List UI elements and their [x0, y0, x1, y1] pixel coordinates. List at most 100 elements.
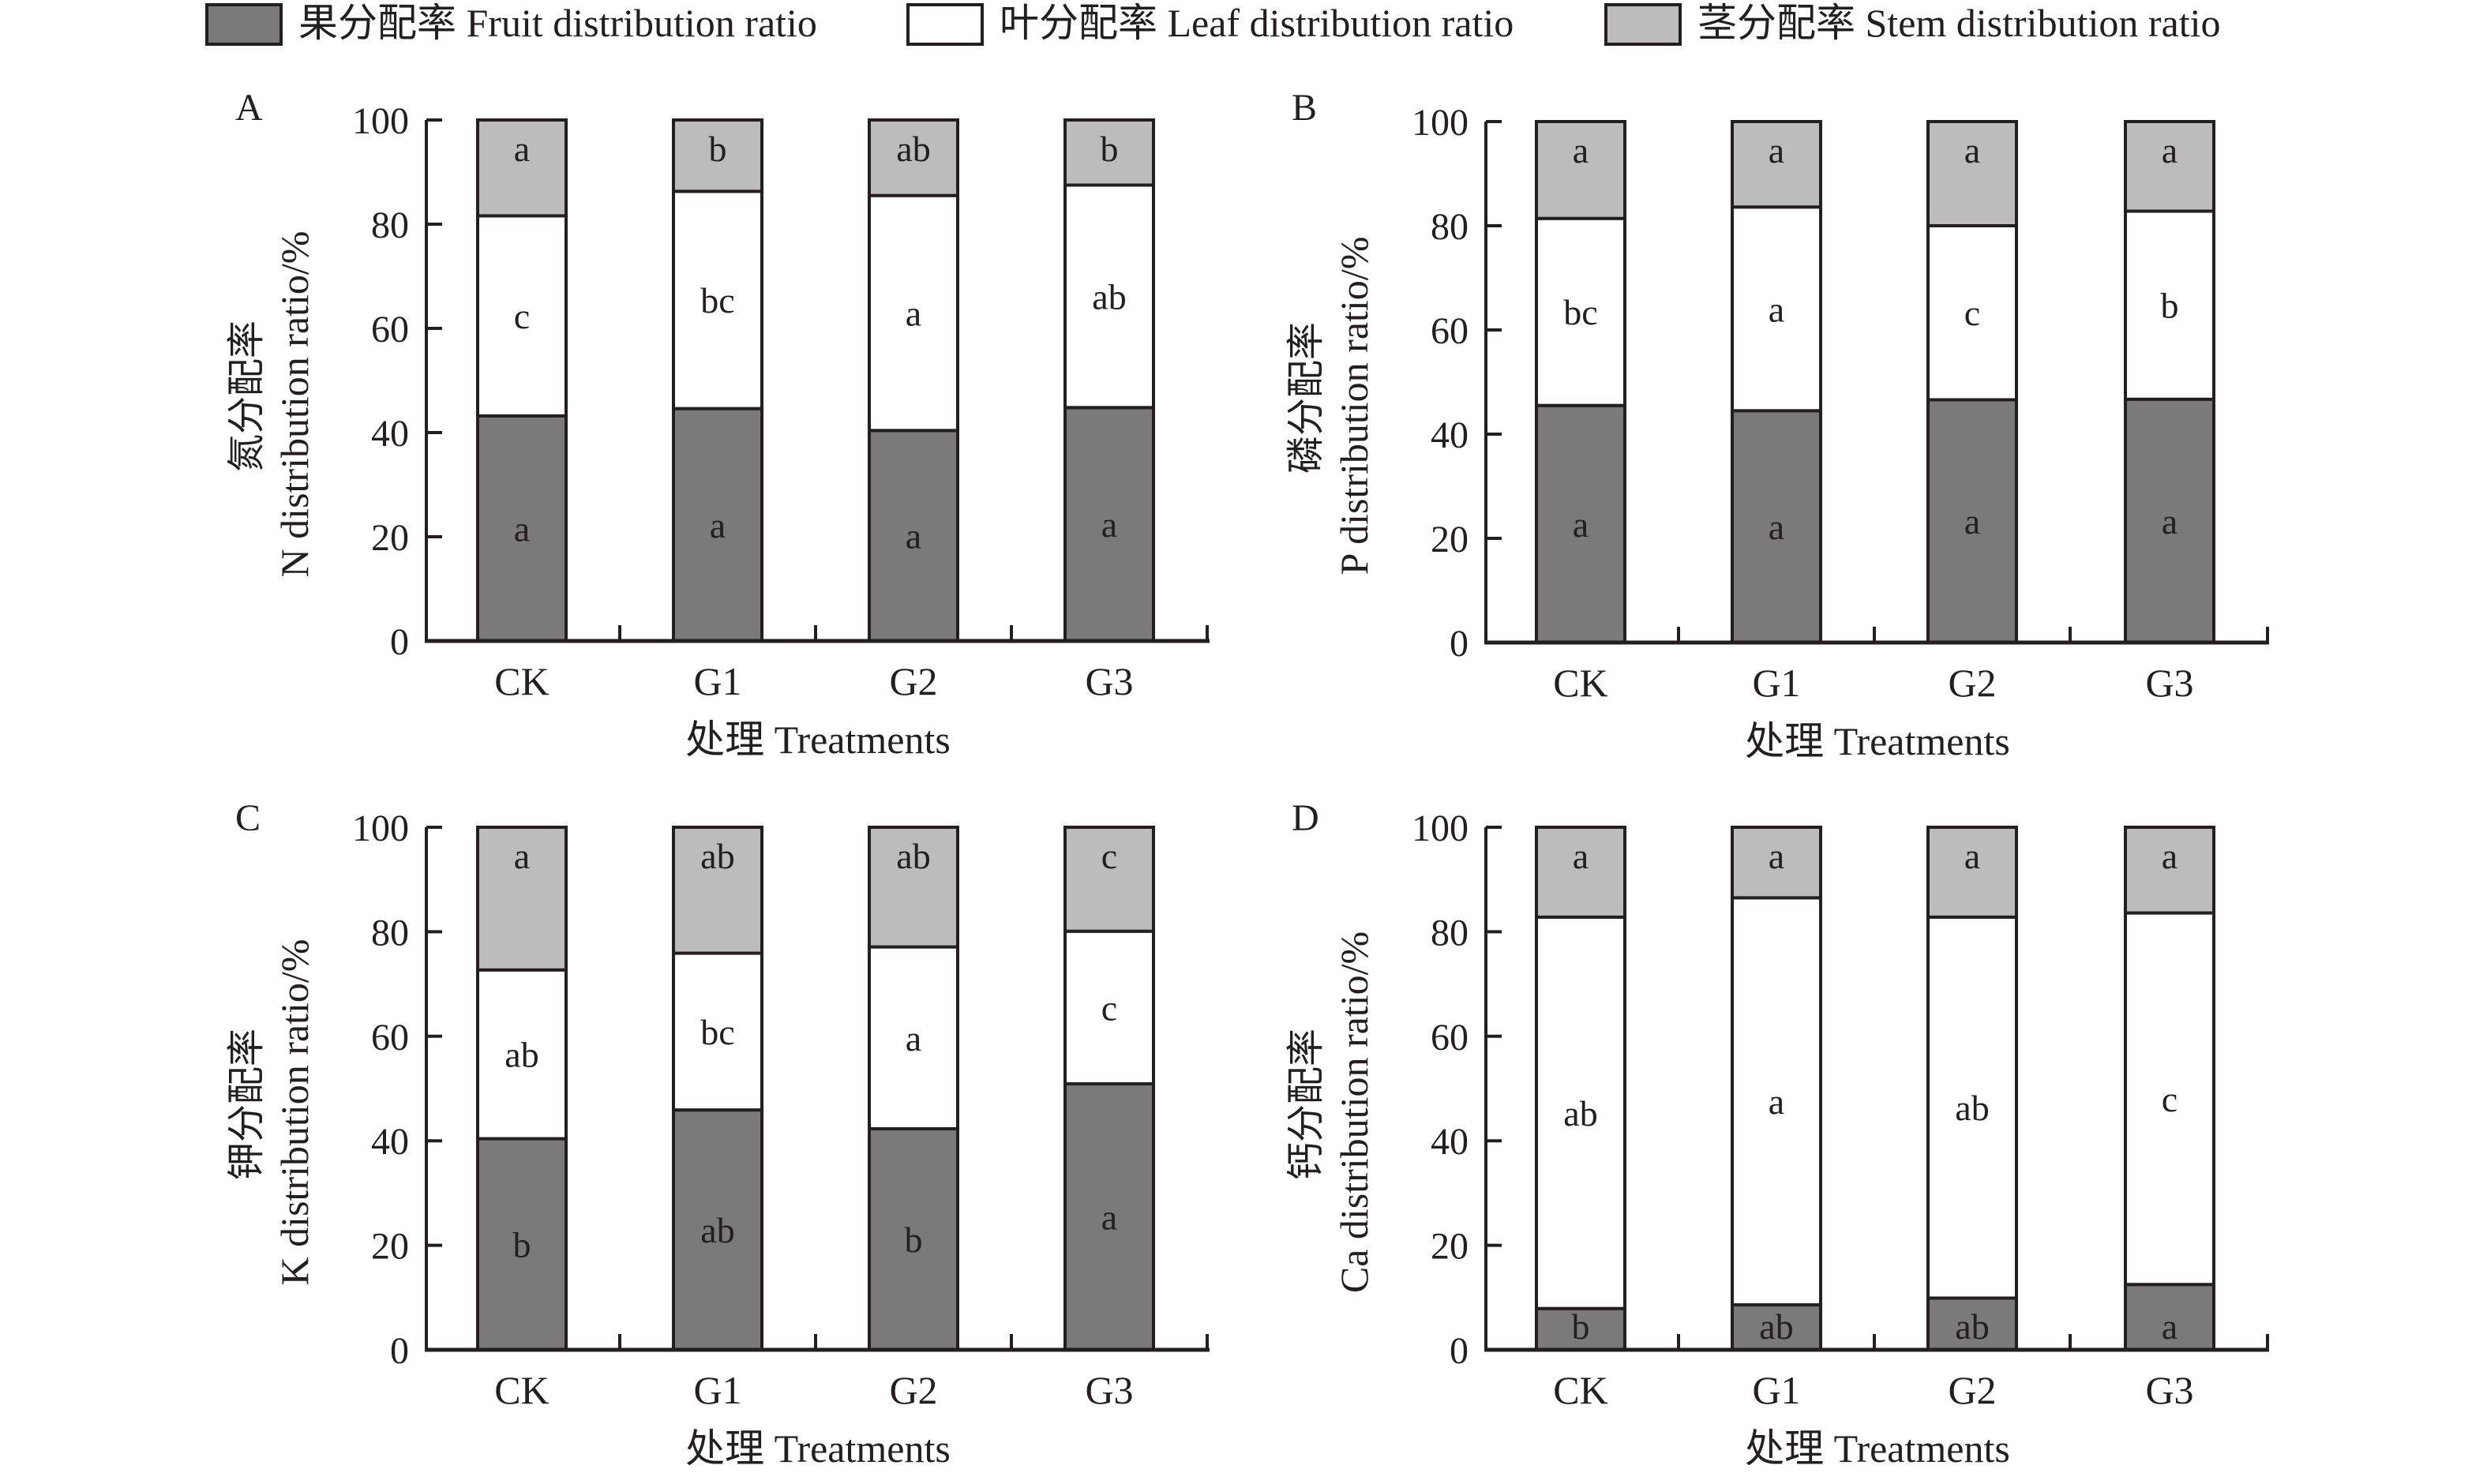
y-tick-label: 40: [371, 1121, 409, 1163]
bar-stack-G1: a a a: [1731, 120, 1822, 644]
significance-letter: a: [1769, 130, 1784, 171]
bar-stack-G1: ab a a: [1731, 826, 1822, 1351]
significance-letter: b: [2161, 286, 2179, 326]
y-tick-label: 0: [1450, 1330, 1469, 1372]
bar-segment-fruit: [476, 414, 568, 643]
bar-segment-stem: [1535, 120, 1626, 220]
legend-label-fruit: 果分配率 Fruit distribution ratio: [298, 1, 817, 45]
significance-letter: a: [514, 508, 530, 549]
significance-letter: ab: [1092, 276, 1126, 317]
significance-letter: c: [1101, 987, 1117, 1028]
bar-stack-G3: a b a: [2124, 120, 2215, 644]
bar-stack-G3: a c c: [1063, 826, 1155, 1351]
x-axis-title: 处理 Treatments: [685, 718, 951, 762]
y-tick-label: 80: [371, 204, 409, 246]
bar-segment-leaf: [2124, 911, 2215, 1287]
bar-segment-fruit: [1926, 398, 2018, 644]
y-tick-label: 40: [1431, 1121, 1469, 1163]
panel-letter: C: [235, 797, 261, 839]
y-tick-label: 0: [390, 621, 409, 663]
bar-segment-leaf: [1063, 183, 1155, 410]
significance-letter: bc: [1563, 292, 1597, 332]
bar-segment-leaf: [1731, 205, 1822, 413]
significance-letter: a: [1964, 836, 1980, 876]
legend-swatch-leaf: [906, 3, 984, 46]
significance-letter: a: [906, 516, 921, 556]
bar-segment-stem: [1926, 826, 2018, 919]
bar-segment-leaf: [868, 945, 959, 1130]
panel-B: Ba bc a a a a a c a a b a 0 20 40 60 80 100 CK G1 G2 G3 处理 Tre…: [1285, 87, 2269, 763]
x-axis-title: 处理 Treatments: [1745, 719, 2010, 763]
significance-letter: a: [906, 1018, 921, 1059]
y-tick-label: 100: [352, 808, 409, 849]
significance-letter: a: [710, 505, 726, 545]
panel-letter: A: [235, 87, 263, 129]
significance-letter: a: [2162, 501, 2178, 542]
y-tick-label: 0: [1450, 623, 1469, 665]
y-axis-title-cn: 钙分配率: [1285, 1029, 1327, 1180]
bar-segment-fruit: [476, 1137, 568, 1351]
y-axis-title-en: N distribution ratio/%: [272, 231, 317, 578]
bar-stack-G2: a c a: [1926, 120, 2018, 644]
legend-label-stem: 茎分配率 Stem distribution ratio: [1697, 1, 2220, 45]
y-axis-title-cn: 磷分配率: [1285, 322, 1327, 474]
bar-segment-leaf: [868, 193, 959, 433]
legend-item-stem: 茎分配率 Stem distribution ratio: [1604, 1, 2220, 46]
y-tick-label: 40: [371, 413, 409, 455]
bar-segment-stem: [868, 826, 959, 949]
bar-segment-stem: [1063, 118, 1155, 187]
bar-segment-leaf: [1926, 915, 2018, 1300]
significance-letter: a: [906, 294, 921, 334]
x-tick-label: G1: [1752, 1368, 1800, 1412]
legend-swatch-fruit: [205, 3, 283, 46]
bar-segment-fruit: [672, 407, 763, 643]
bar-stack-CK: a bc a: [1535, 120, 1626, 644]
bar-segment-fruit: [2124, 397, 2215, 644]
x-tick-label: G1: [693, 1368, 741, 1412]
significance-letter: bc: [700, 1012, 734, 1052]
significance-letter: a: [1573, 504, 1589, 545]
y-axis-title-cn: 钾分配率: [226, 1029, 268, 1180]
bar-stack-G3: a ab b: [1063, 118, 1155, 643]
panel-letter: D: [1292, 797, 1319, 839]
significance-letter: c: [514, 296, 530, 336]
x-axis-title: 处理 Treatments: [685, 1426, 951, 1471]
bar-stack-G1: ab bc ab: [672, 826, 763, 1351]
x-tick-label: G1: [693, 659, 741, 703]
x-tick-label: G3: [2145, 1368, 2193, 1412]
significance-letter: bc: [700, 280, 734, 320]
significance-letter: ab: [896, 836, 930, 876]
bar-segment-stem: [476, 118, 568, 218]
y-tick-label: 80: [1431, 206, 1469, 248]
significance-letter: ab: [505, 1035, 538, 1075]
legend-item-fruit: 果分配率 Fruit distribution ratio: [205, 1, 817, 46]
bar-stack-G2: a a ab: [868, 118, 959, 643]
significance-letter: c: [1964, 293, 1980, 333]
x-tick-label: CK: [1553, 661, 1607, 705]
bar-segment-fruit: [1926, 1296, 2018, 1352]
bar-stack-CK: a c a: [476, 118, 568, 643]
bar-stack-CK: b ab a: [476, 826, 568, 1351]
y-tick-label: 100: [1412, 102, 1469, 144]
significance-letter: ab: [700, 1210, 734, 1250]
bar-segment-stem: [1535, 826, 1626, 919]
significance-letter: ab: [700, 836, 734, 876]
significance-letter: b: [709, 129, 727, 169]
y-tick-label: 100: [1412, 808, 1469, 849]
significance-letter: a: [2162, 836, 2178, 876]
bar-segment-stem: [1731, 826, 1822, 900]
significance-letter: b: [1101, 129, 1119, 169]
bar-segment-leaf: [476, 968, 568, 1141]
panel-C: Cb ab a ab bc ab b a ab a c c 0 20 40 60 80 100 CK G1 G2 G3 处理…: [226, 797, 1210, 1471]
significance-letter: a: [514, 129, 530, 169]
x-tick-label: CK: [1553, 1368, 1607, 1412]
x-axis-title: 处理 Treatments: [1745, 1426, 2010, 1471]
y-tick-label: 20: [1431, 519, 1469, 560]
significance-letter: a: [1769, 507, 1784, 547]
bar-segment-fruit: [1731, 409, 1822, 644]
x-tick-label: G2: [1948, 661, 1996, 705]
y-tick-label: 60: [1431, 1017, 1469, 1059]
panel-A: Aa c a a bc b a a ab a ab b 0 20 40 60 80 100 CK G1 G2 G3 处理 T…: [226, 87, 1210, 762]
